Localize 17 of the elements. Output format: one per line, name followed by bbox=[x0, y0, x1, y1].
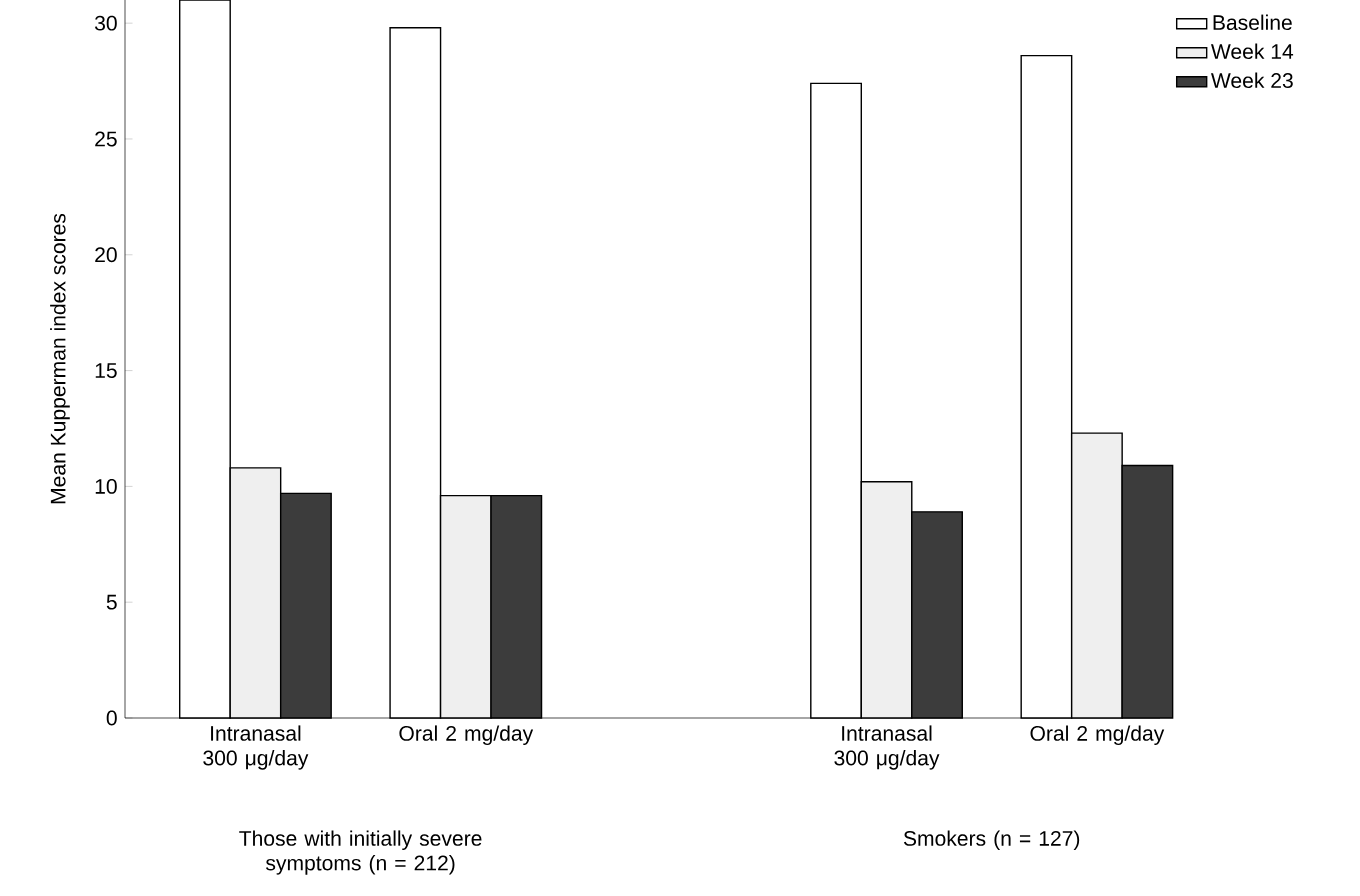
text: Those with initially severe symptoms (n = 212) bbox=[239, 830, 482, 875]
x-tick-label: Intranasal 300 μg/day bbox=[834, 725, 940, 770]
y-tick-label: 25 bbox=[95, 131, 117, 147]
y-tick-label: 20 bbox=[95, 247, 117, 263]
y-tick-label: 30 bbox=[94, 15, 117, 31]
y-tick-label: 10 bbox=[95, 478, 117, 494]
legend-label: Baseline bbox=[1213, 14, 1292, 31]
x-tick-label: Oral 2 mg/day bbox=[399, 725, 534, 746]
y-tick-label: 15 bbox=[95, 363, 117, 378]
legend-label: Week 14 bbox=[1210, 43, 1294, 60]
text: Smokers (n = 127) bbox=[903, 830, 1080, 851]
y-tick-label: 0 bbox=[106, 710, 117, 726]
y-axis-title: Mean Kupperman index scores bbox=[50, 213, 70, 504]
x-tick-label: Intranasal 300 μg/day bbox=[203, 725, 309, 770]
x-tick-label: Oral 2 mg/day bbox=[1030, 725, 1165, 746]
y-tick-label: 5 bbox=[106, 594, 117, 610]
legend-label: Week 23 bbox=[1210, 72, 1293, 89]
